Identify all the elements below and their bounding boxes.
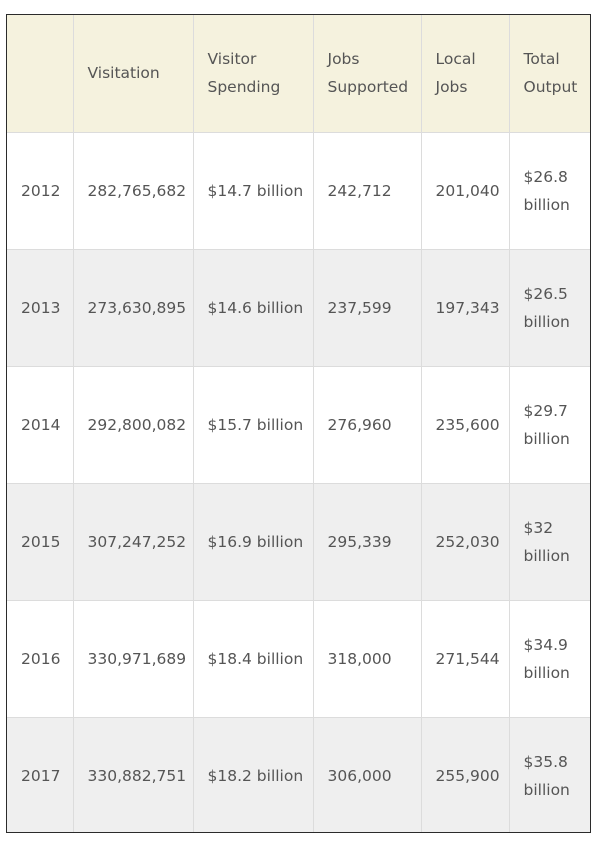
cell-total-output: $32 billion bbox=[508, 483, 590, 600]
header-visitation: Visitation bbox=[72, 15, 193, 132]
cell-total-output: $26.8 billion bbox=[508, 132, 590, 249]
cell-visitation: 307,247,252 bbox=[72, 483, 193, 600]
cell-jobs-supported: 318,000 bbox=[312, 600, 421, 717]
table-row: 2013 273,630,895 $14.6 billion 237,599 1… bbox=[7, 249, 590, 366]
cell-local-jobs: 271,544 bbox=[420, 600, 509, 717]
header-jobs-supported: Jobs Supported bbox=[312, 15, 421, 132]
table-header-row: Visitation Visitor Spending Jobs Support… bbox=[7, 15, 590, 132]
cell-year: 2017 bbox=[21, 766, 61, 785]
cell-visitor-spending: $18.2 billion bbox=[192, 717, 313, 832]
cell-visitor-spending: $15.7 billion bbox=[192, 366, 313, 483]
cell-visitation: 330,882,751 bbox=[72, 717, 193, 832]
cell-local-jobs: 252,030 bbox=[420, 483, 509, 600]
table-row: 2014 292,800,082 $15.7 billion 276,960 2… bbox=[7, 366, 590, 483]
cell-year: 2014 bbox=[21, 415, 61, 434]
cell-jobs-supported: 242,712 bbox=[312, 132, 421, 249]
cell-local-jobs: 197,343 bbox=[420, 249, 509, 366]
cell-local-jobs: 235,600 bbox=[420, 366, 509, 483]
cell-year: 2015 bbox=[21, 532, 61, 551]
cell-jobs-supported: 237,599 bbox=[312, 249, 421, 366]
header-total-output: Total Output bbox=[508, 15, 590, 132]
table-row: 2012 282,765,682 $14.7 billion 242,712 2… bbox=[7, 132, 590, 249]
cell-total-output: $26.5 billion bbox=[508, 249, 590, 366]
cell-visitor-spending: $14.6 billion bbox=[192, 249, 313, 366]
cell-visitor-spending: $18.4 billion bbox=[192, 600, 313, 717]
cell-visitation: 273,630,895 bbox=[72, 249, 193, 366]
cell-local-jobs: 201,040 bbox=[420, 132, 509, 249]
visitation-table: Visitation Visitor Spending Jobs Support… bbox=[7, 15, 590, 832]
cell-total-output: $34.9 billion bbox=[508, 600, 590, 717]
cell-visitation: 282,765,682 bbox=[72, 132, 193, 249]
cell-jobs-supported: 276,960 bbox=[312, 366, 421, 483]
cell-jobs-supported: 306,000 bbox=[312, 717, 421, 832]
cell-year: 2013 bbox=[21, 298, 61, 317]
header-visitor-spending: Visitor Spending bbox=[192, 15, 313, 132]
cell-total-output: $35.8 billion bbox=[508, 717, 590, 832]
cell-year: 2012 bbox=[21, 181, 61, 200]
header-year bbox=[7, 15, 73, 132]
cell-visitor-spending: $14.7 billion bbox=[192, 132, 313, 249]
table-row: 2015 307,247,252 $16.9 billion 295,339 2… bbox=[7, 483, 590, 600]
cell-total-output: $29.7 billion bbox=[508, 366, 590, 483]
header-local-jobs: Local Jobs bbox=[420, 15, 509, 132]
table-row: 2017 330,882,751 $18.2 billion 306,000 2… bbox=[7, 717, 590, 832]
cell-visitation: 292,800,082 bbox=[72, 366, 193, 483]
cell-jobs-supported: 295,339 bbox=[312, 483, 421, 600]
cell-visitor-spending: $16.9 billion bbox=[192, 483, 313, 600]
cell-visitation: 330,971,689 bbox=[72, 600, 193, 717]
table-row: 2016 330,971,689 $18.4 billion 318,000 2… bbox=[7, 600, 590, 717]
cell-local-jobs: 255,900 bbox=[420, 717, 509, 832]
data-table-container: Visitation Visitor Spending Jobs Support… bbox=[6, 14, 591, 833]
cell-year: 2016 bbox=[21, 649, 61, 668]
